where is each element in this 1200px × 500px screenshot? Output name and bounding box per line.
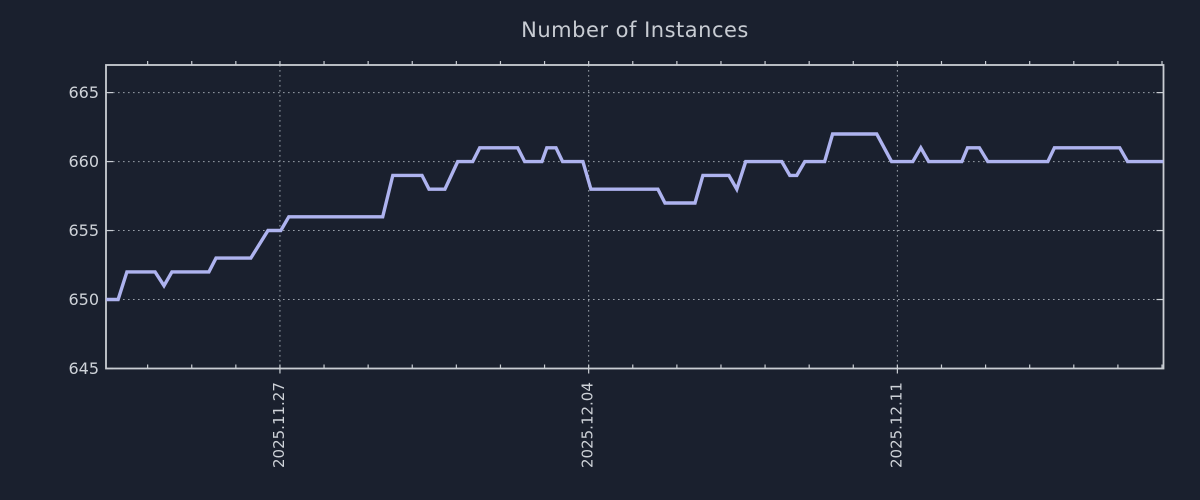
chart-title: Number of Instances <box>521 18 749 42</box>
y-tick-label: 655 <box>68 221 99 240</box>
x-tick-label: 2025.12.04 <box>579 382 597 468</box>
y-tick-label: 650 <box>68 290 99 309</box>
x-tick-label: 2025.12.11 <box>887 382 905 468</box>
y-tick-label: 660 <box>68 152 99 171</box>
y-tick-label: 665 <box>68 83 99 102</box>
y-tick-label: 645 <box>68 359 99 378</box>
data-line <box>106 132 1164 302</box>
x-tick-label: 2025.11.27 <box>270 382 288 468</box>
plot-border <box>105 64 1165 370</box>
